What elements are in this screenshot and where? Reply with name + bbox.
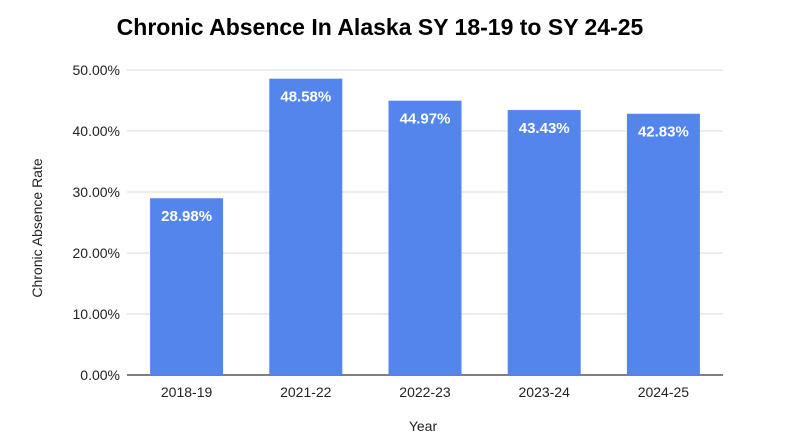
bar-2023-24 <box>507 110 581 376</box>
y-tick-label: 10.00% <box>73 306 120 322</box>
y-tick-label: 30.00% <box>73 184 120 200</box>
bar-2018-19 <box>150 198 224 375</box>
x-tick-label: 2022-23 <box>399 384 451 400</box>
x-tick-label: 2018-19 <box>161 384 213 400</box>
y-axis-title: Chronic Absence Rate <box>29 158 45 298</box>
data-label: 44.97% <box>400 111 451 128</box>
bar-2022-23 <box>388 100 462 376</box>
data-labels: 28.98% 48.58% 44.97% 43.43% 42.83% <box>161 89 689 226</box>
x-tick-label: 2024-25 <box>638 384 690 400</box>
data-label: 42.83% <box>638 124 689 141</box>
y-tick-label: 20.00% <box>73 245 120 261</box>
x-tick-label: 2021-22 <box>280 384 332 400</box>
bars <box>150 78 700 376</box>
y-tick-label: 0.00% <box>80 367 120 383</box>
y-tick-label: 50.00% <box>73 62 120 78</box>
bar-2021-22 <box>269 78 343 376</box>
chart-title: Chronic Absence In Alaska SY 18-19 to SY… <box>116 14 644 40</box>
x-axis-title: Year <box>409 418 438 434</box>
data-label: 43.43% <box>519 120 570 137</box>
x-axis-ticks: 2018-19 2021-22 2022-23 2023-24 2024-25 <box>161 384 689 400</box>
bar-2024-25 <box>626 113 700 375</box>
data-label: 48.58% <box>280 89 331 106</box>
data-label: 28.98% <box>161 208 212 225</box>
x-tick-label: 2023-24 <box>519 384 571 400</box>
y-axis-ticks: 0.00% 10.00% 20.00% 30.00% 40.00% 50.00% <box>73 62 120 383</box>
y-tick-label: 40.00% <box>73 123 120 139</box>
